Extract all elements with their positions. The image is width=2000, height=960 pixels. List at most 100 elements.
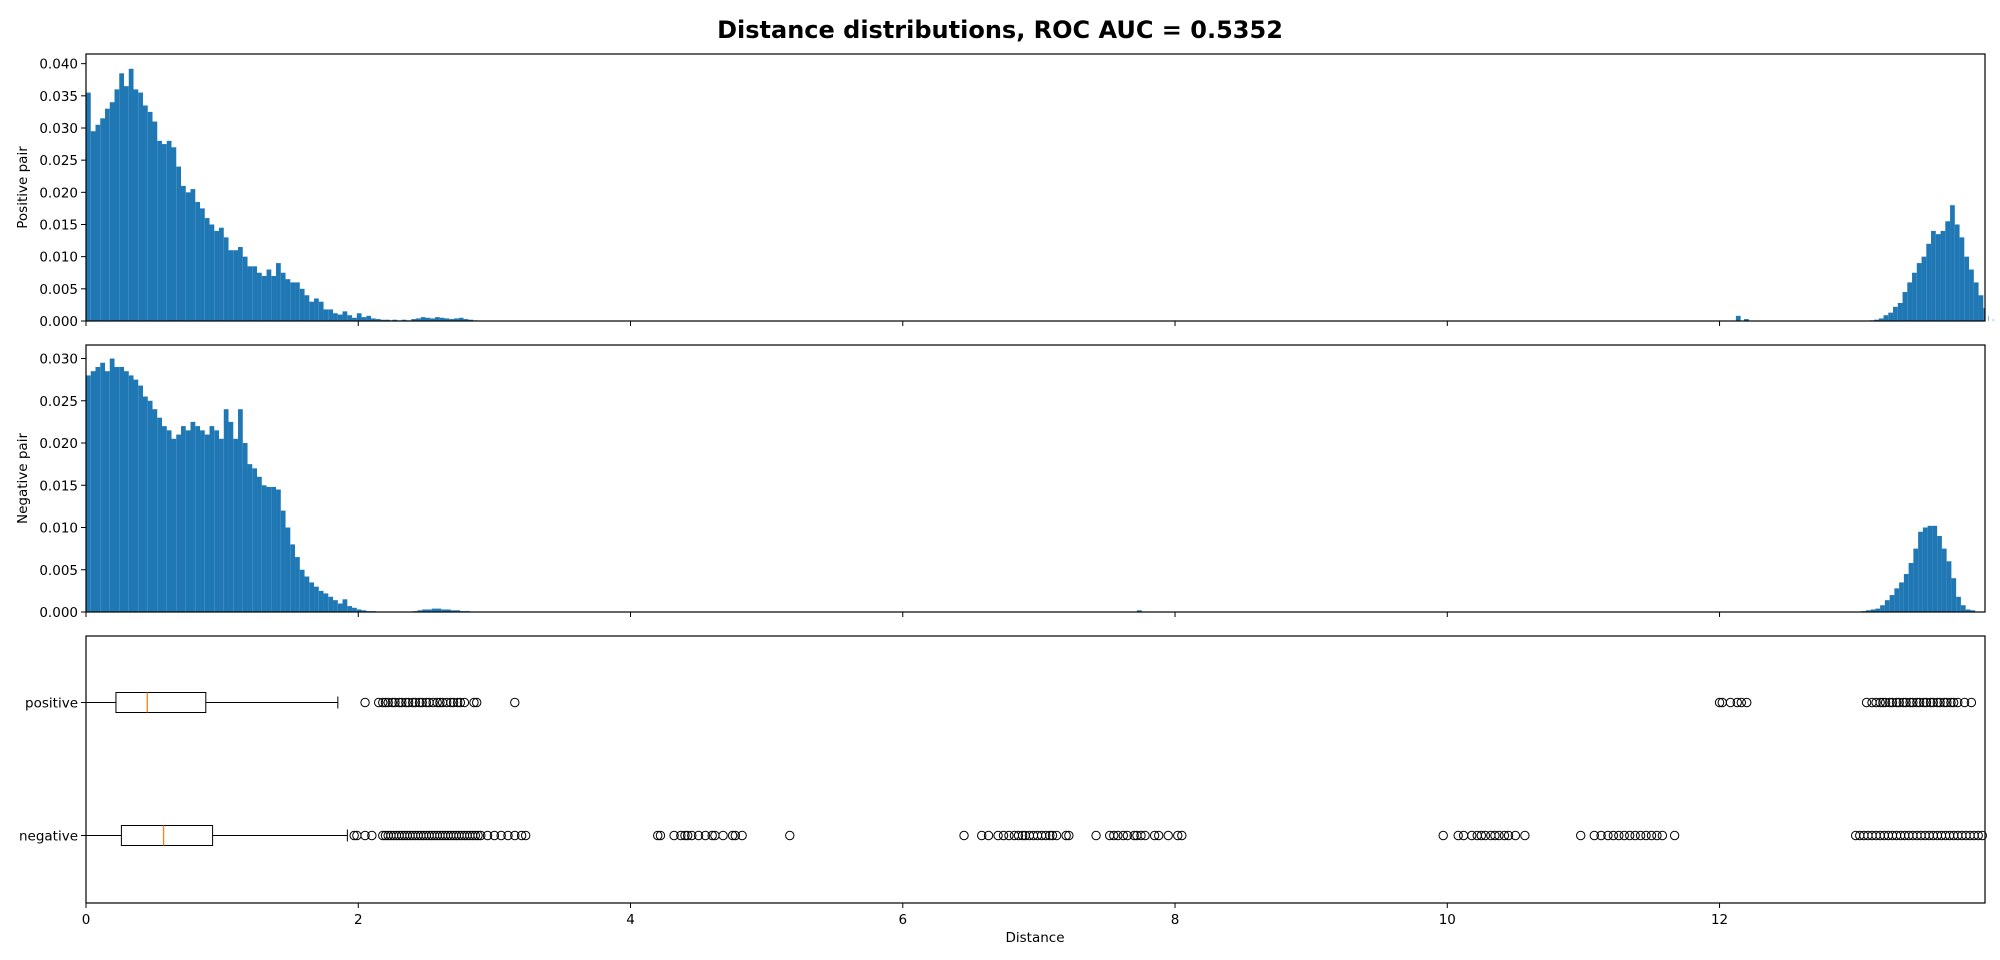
positive-histogram-bar — [1954, 224, 1960, 321]
negative-box-outlier — [718, 830, 728, 841]
positive-histogram-bar — [166, 140, 172, 321]
negative-box-outlier — [470, 830, 481, 841]
negative-histogram-bar — [90, 371, 96, 612]
negative-box-outlier — [669, 830, 679, 841]
positive-histogram-bar — [261, 275, 267, 321]
positive-box-outlier — [1928, 697, 1938, 708]
positive-histogram-bar — [100, 118, 106, 322]
negative-histogram-bar — [422, 609, 427, 612]
negative-histogram-bar — [1894, 588, 1900, 612]
positive-histogram-bar — [314, 298, 319, 321]
negative-histogram-bar — [295, 557, 300, 612]
positive-box-outlier — [421, 697, 432, 708]
negative-histogram-y-tick-label: 0.005 — [39, 563, 78, 579]
positive-box-outlier — [1871, 697, 1881, 708]
boxplot-category-label: negative — [19, 829, 78, 845]
negative-histogram-bar — [309, 582, 315, 612]
boxplot-x-tick-label: 8 — [1171, 912, 1180, 928]
positive-histogram-bar — [204, 218, 210, 321]
positive-histogram-bar — [238, 247, 243, 321]
negative-box-outlier — [1635, 830, 1646, 841]
negative-histogram-bar — [271, 486, 277, 612]
negative-histogram-bar — [450, 610, 456, 612]
negative-box-outlier — [1177, 830, 1187, 841]
negative-histogram-bar — [176, 434, 182, 612]
positive-box-outlier — [403, 697, 414, 708]
positive-histogram-bar — [138, 92, 144, 321]
positive-histogram-bar — [1959, 237, 1965, 321]
positive-histogram-bar — [195, 201, 201, 321]
negative-histogram-bar — [436, 608, 442, 612]
positive-box-outlier — [394, 697, 404, 708]
negative-box-outlier — [682, 830, 693, 841]
negative-histogram-y-tick-label: 0.010 — [39, 521, 78, 537]
negative-histogram-bar — [219, 438, 224, 612]
negative-box-outlier — [1140, 830, 1150, 841]
negative-box-outlier — [680, 830, 690, 841]
boxplot-category-label: positive — [25, 696, 78, 712]
negative-histogram-bar — [95, 366, 101, 612]
positive-histogram-bar — [439, 317, 445, 321]
negative-histogram-bar — [128, 375, 134, 612]
negative-box-outlier — [1641, 830, 1651, 841]
positive-box-outlier — [1932, 697, 1943, 708]
negative-box-outlier — [1004, 830, 1014, 841]
negative-histogram-bar — [1865, 610, 1871, 612]
negative-histogram-bar — [323, 593, 329, 612]
negative-box-outlier — [476, 830, 486, 841]
positive-histogram-bar — [347, 315, 353, 321]
negative-histogram-bar — [1970, 610, 1976, 612]
negative-box-outlier — [727, 830, 738, 841]
negative-histogram-bar — [352, 607, 357, 612]
positive-histogram-ylabel: Positive pair — [15, 146, 31, 229]
positive-histogram-bar — [380, 319, 386, 321]
positive-histogram-bar — [454, 318, 459, 321]
positive-histogram-bar — [1945, 221, 1951, 321]
positive-histogram-bar — [468, 319, 474, 321]
positive-histogram-bar — [1916, 263, 1922, 321]
x-axis-label: Distance — [1005, 930, 1064, 946]
positive-box-outlier — [1919, 697, 1929, 708]
negative-histogram-bar — [1918, 531, 1923, 612]
positive-box-outlier — [378, 697, 388, 708]
negative-box-outlier — [1520, 830, 1530, 841]
negative-histogram-bar — [147, 400, 153, 612]
negative-histogram-ylabel: Negative pair — [15, 433, 31, 524]
positive-box-outlier — [1898, 697, 1909, 708]
positive-histogram-bar — [371, 318, 376, 321]
positive-pair-histogram: 0.000 0.005 0.010 0.015 0.020 0.025 0.030 0.035… — [15, 53, 1994, 330]
negative-histogram-frame — [85, 344, 1986, 613]
positive-histogram-bar — [176, 166, 182, 321]
positive-histogram-bar — [304, 295, 310, 321]
negative-histogram-bar — [200, 430, 205, 612]
negative-histogram-bar — [333, 600, 338, 612]
negative-histogram-bar — [100, 362, 106, 612]
positive-histogram-bar — [375, 319, 381, 321]
positive-histogram-bar — [1921, 256, 1927, 321]
negative-box-outlier — [520, 830, 531, 841]
negative-box-outlier — [1490, 830, 1500, 841]
positive-box-outlier — [1901, 697, 1911, 708]
chart-title: Distance distributions, ROC AUC = 0.5352 — [717, 16, 1283, 44]
negative-histogram-bar — [157, 417, 163, 612]
negative-histogram-y-tick-label: 0.030 — [39, 352, 78, 368]
positive-histogram-bar — [95, 124, 101, 321]
positive-box-outlier — [401, 697, 411, 708]
distance-boxplot: positive negative 0 2 4 6 8 10 12 Distance — [19, 635, 1987, 946]
positive-box-outlier — [1946, 697, 1956, 708]
positive-histogram-y-tick-label: 0.040 — [39, 57, 78, 73]
positive-histogram-bar — [1964, 256, 1970, 321]
negative-histogram-bar — [280, 510, 286, 612]
negative-box-outlier — [489, 830, 500, 841]
negative-histogram-bar — [290, 544, 296, 612]
positive-histogram-bar — [266, 269, 272, 321]
boxplot-x-tick-label: 0 — [82, 912, 91, 928]
positive-box-outlier — [1732, 697, 1742, 708]
negative-histogram-bar — [119, 366, 125, 612]
negative-histogram-bar — [1136, 610, 1142, 612]
negative-histogram-bar — [86, 375, 91, 612]
negative-histogram-bar — [1956, 596, 1961, 612]
boxplot-x-tick-label: 2 — [354, 912, 363, 928]
positive-histogram-bar — [128, 68, 134, 321]
negative-box-outlier — [1494, 830, 1504, 841]
